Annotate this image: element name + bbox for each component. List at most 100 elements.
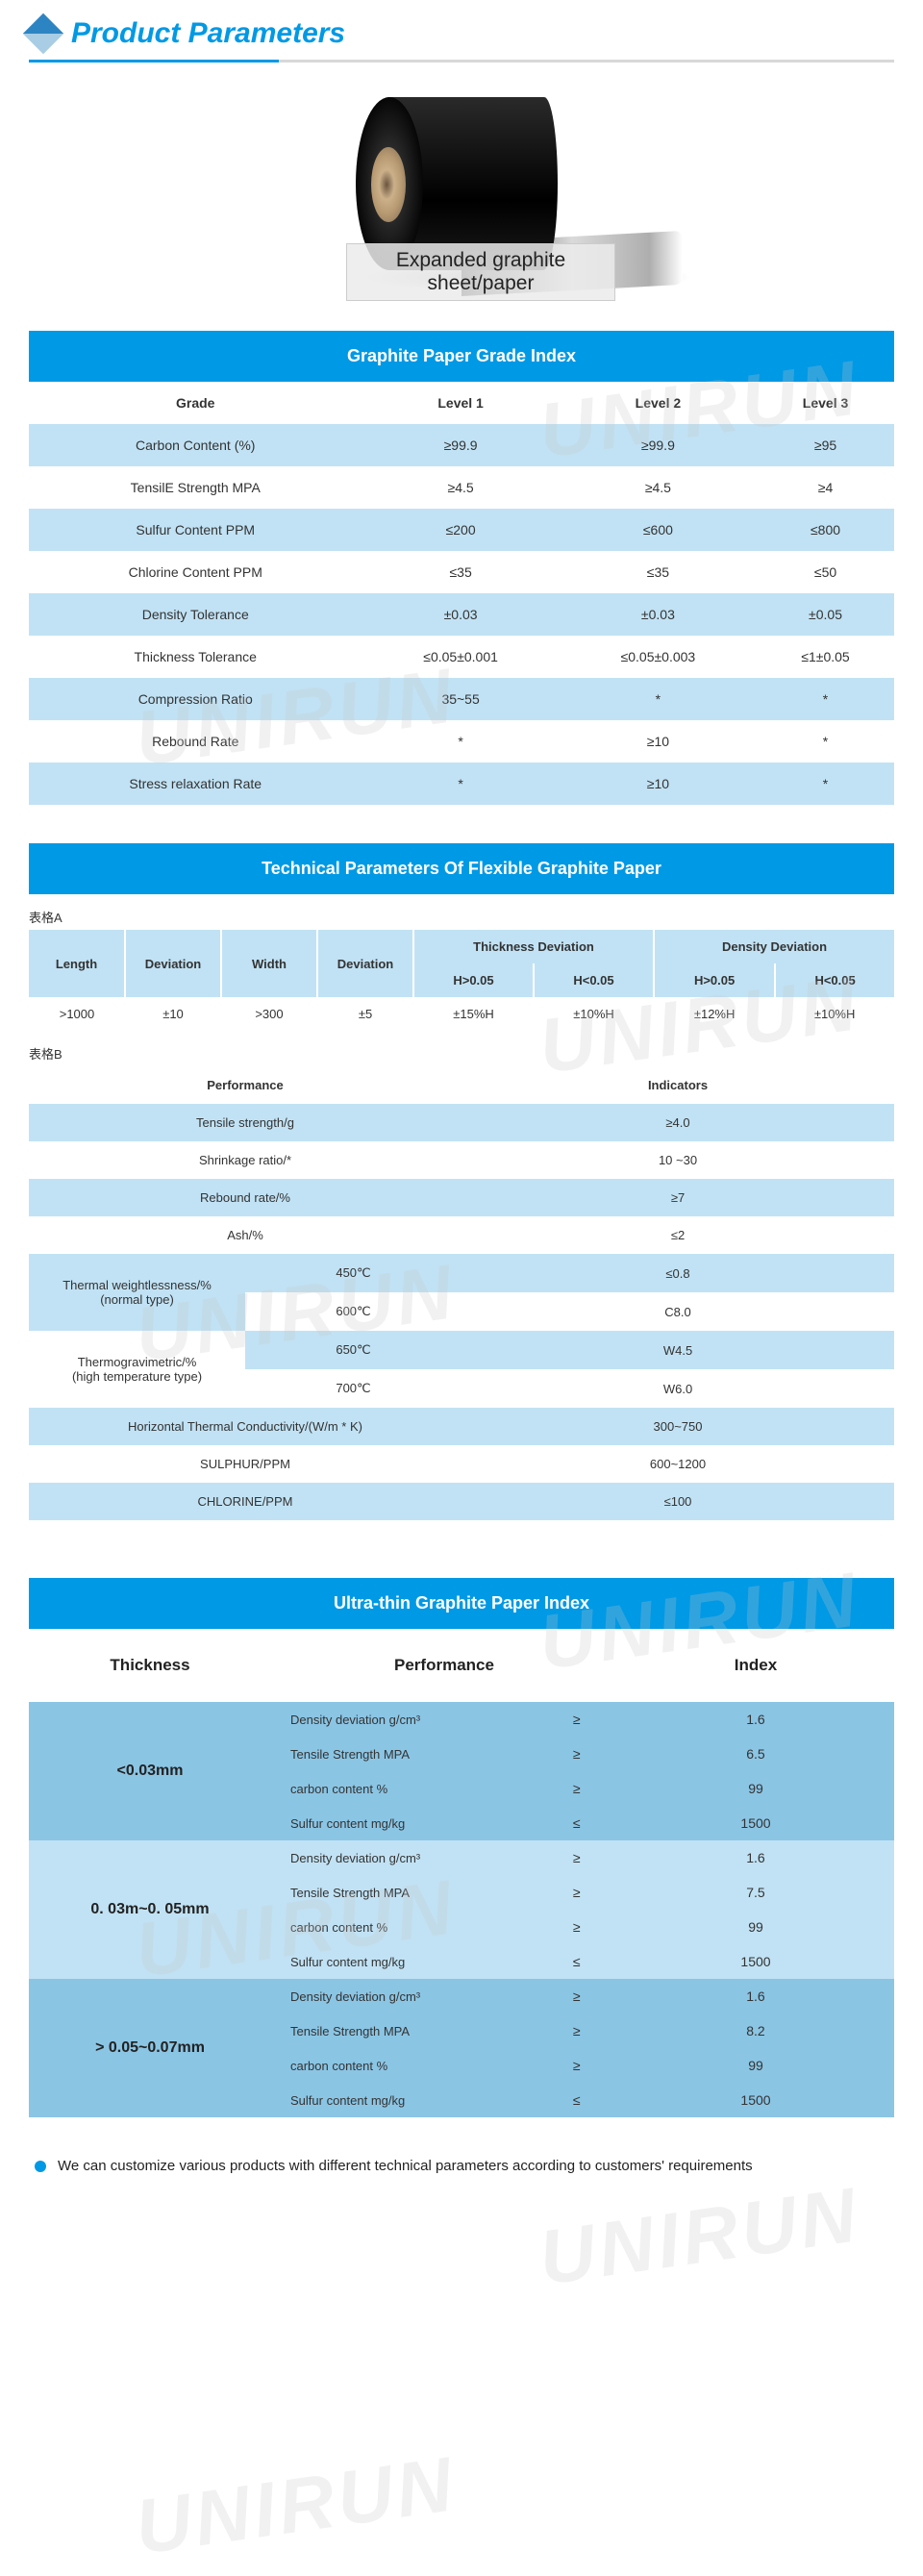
col-header: Grade <box>29 382 362 424</box>
cell: ≥4 <box>757 466 894 509</box>
cell: ≥4.0 <box>462 1104 894 1141</box>
cell: Tensile strength/g <box>29 1104 462 1141</box>
col-sub: H<0.05 <box>775 963 894 997</box>
cell: * <box>757 720 894 763</box>
col-sub: H<0.05 <box>534 963 654 997</box>
cell: ≤100 <box>462 1483 894 1520</box>
bullet-icon <box>35 2161 46 2172</box>
cell: ≥ <box>536 1979 617 2013</box>
col-header: Level 2 <box>560 382 757 424</box>
cell: 300~750 <box>462 1408 894 1445</box>
cell: 600℃ <box>245 1292 462 1331</box>
table-title: Graphite Paper Grade Index <box>29 331 894 382</box>
cell: ±0.03 <box>362 593 559 636</box>
table-row: 0. 03m~0. 05mmDensity deviation g/cm³≥1.… <box>29 1840 894 1875</box>
cell: ≥ <box>536 1771 617 1806</box>
cell: Compression Ratio <box>29 678 362 720</box>
table-row: > 0.05~0.07mmDensity deviation g/cm³≥1.6 <box>29 1979 894 2013</box>
cell: Horizontal Thermal Conductivity/(W/m * K… <box>29 1408 462 1445</box>
cell: ±5 <box>317 997 413 1031</box>
cell: ≥99.9 <box>560 424 757 466</box>
cell: ≤0.8 <box>462 1254 894 1292</box>
cell: Thermal weightlessness/% (normal type) <box>29 1254 245 1331</box>
cell: 99 <box>617 1910 894 1944</box>
table-row: Thickness Tolerance≤0.05±0.001≤0.05±0.00… <box>29 636 894 678</box>
footer-text: We can customize various products with d… <box>58 2158 753 2174</box>
cell: carbon content % <box>271 1910 536 1944</box>
table-row: Density Tolerance±0.03±0.03±0.05 <box>29 593 894 636</box>
cell: Sulfur content mg/kg <box>271 2083 536 2117</box>
col-header: Level 3 <box>757 382 894 424</box>
cell: ≤200 <box>362 509 559 551</box>
cell: 650℃ <box>245 1331 462 1369</box>
cell: >1000 <box>29 997 125 1031</box>
section-underline <box>29 60 894 63</box>
cell: ≤ <box>536 1944 617 1979</box>
cell: * <box>757 678 894 720</box>
col-header: Density Deviation <box>654 930 894 963</box>
cell: ±0.05 <box>757 593 894 636</box>
cell: ≤0.05±0.001 <box>362 636 559 678</box>
cell: * <box>362 720 559 763</box>
cell: 1500 <box>617 2083 894 2117</box>
cell: C8.0 <box>462 1292 894 1331</box>
cell: 7.5 <box>617 1875 894 1910</box>
table-row: Horizontal Thermal Conductivity/(W/m * K… <box>29 1408 894 1445</box>
cell: Sulfur content mg/kg <box>271 1806 536 1840</box>
table-row: Compression Ratio35~55** <box>29 678 894 720</box>
cell: Density Tolerance <box>29 593 362 636</box>
table-row: Tensile strength/g≥4.0 <box>29 1104 894 1141</box>
table-header-row: Length Deviation Width Deviation Thickne… <box>29 930 894 963</box>
col-header: Thickness <box>29 1629 271 1702</box>
col-header: Length <box>29 930 125 997</box>
cell: ≤2 <box>462 1216 894 1254</box>
table-row: SULPHUR/PPM600~1200 <box>29 1445 894 1483</box>
cell: Sulfur content mg/kg <box>271 1944 536 1979</box>
table-row: TensilE Strength MPA≥4.5≥4.5≥4 <box>29 466 894 509</box>
cell: ≥99.9 <box>362 424 559 466</box>
cell: SULPHUR/PPM <box>29 1445 462 1483</box>
cell: CHLORINE/PPM <box>29 1483 462 1520</box>
cell: * <box>362 763 559 805</box>
col-header: Index <box>617 1629 894 1702</box>
ultra-thin-table: Ultra-thin Graphite Paper Index Thicknes… <box>29 1578 894 2117</box>
table-row: Sulfur Content PPM≤200≤600≤800 <box>29 509 894 551</box>
col-header: Thickness Deviation <box>413 930 654 963</box>
col-sub: H>0.05 <box>654 963 775 997</box>
cell: Shrinkage ratio/* <box>29 1141 462 1179</box>
cell: ≥7 <box>462 1179 894 1216</box>
col-header: Deviation <box>125 930 221 997</box>
thickness-cell: 0. 03m~0. 05mm <box>29 1840 271 1979</box>
cell: ≥ <box>536 1875 617 1910</box>
cell: W6.0 <box>462 1369 894 1408</box>
table-row: Stress relaxation Rate*≥10* <box>29 763 894 805</box>
cell: ≤0.05±0.003 <box>560 636 757 678</box>
cell: ≤50 <box>757 551 894 593</box>
product-caption: Expanded graphite sheet/paper <box>346 243 615 301</box>
cell: * <box>757 763 894 805</box>
table-a-label: 表格A <box>0 900 923 930</box>
cell: ±10%H <box>775 997 894 1031</box>
product-image: Expanded graphite sheet/paper <box>0 76 923 331</box>
cell: ≥4.5 <box>560 466 757 509</box>
cell: carbon content % <box>271 1771 536 1806</box>
cell: ≥10 <box>560 720 757 763</box>
cell: Density deviation g/cm³ <box>271 1979 536 2013</box>
cell: ≥ <box>536 1910 617 1944</box>
tech-params-title: Technical Parameters Of Flexible Graphit… <box>29 843 894 894</box>
cell: 99 <box>617 1771 894 1806</box>
cell: Tensile Strength MPA <box>271 1737 536 1771</box>
cell: ≤800 <box>757 509 894 551</box>
cell: Stress relaxation Rate <box>29 763 362 805</box>
tech-table-a: Length Deviation Width Deviation Thickne… <box>29 930 894 1031</box>
cell: Tensile Strength MPA <box>271 1875 536 1910</box>
cell: 1.6 <box>617 1702 894 1737</box>
table-row: Thermal weightlessness/% (normal type) 4… <box>29 1254 894 1292</box>
thickness-cell: <0.03mm <box>29 1702 271 1840</box>
table-row: Thermogravimetric/% (high temperature ty… <box>29 1331 894 1369</box>
cell: ≥ <box>536 1840 617 1875</box>
cell: >300 <box>221 997 317 1031</box>
cell: Ash/% <box>29 1216 462 1254</box>
col-header: Width <box>221 930 317 997</box>
cell: Thermogravimetric/% (high temperature ty… <box>29 1331 245 1408</box>
